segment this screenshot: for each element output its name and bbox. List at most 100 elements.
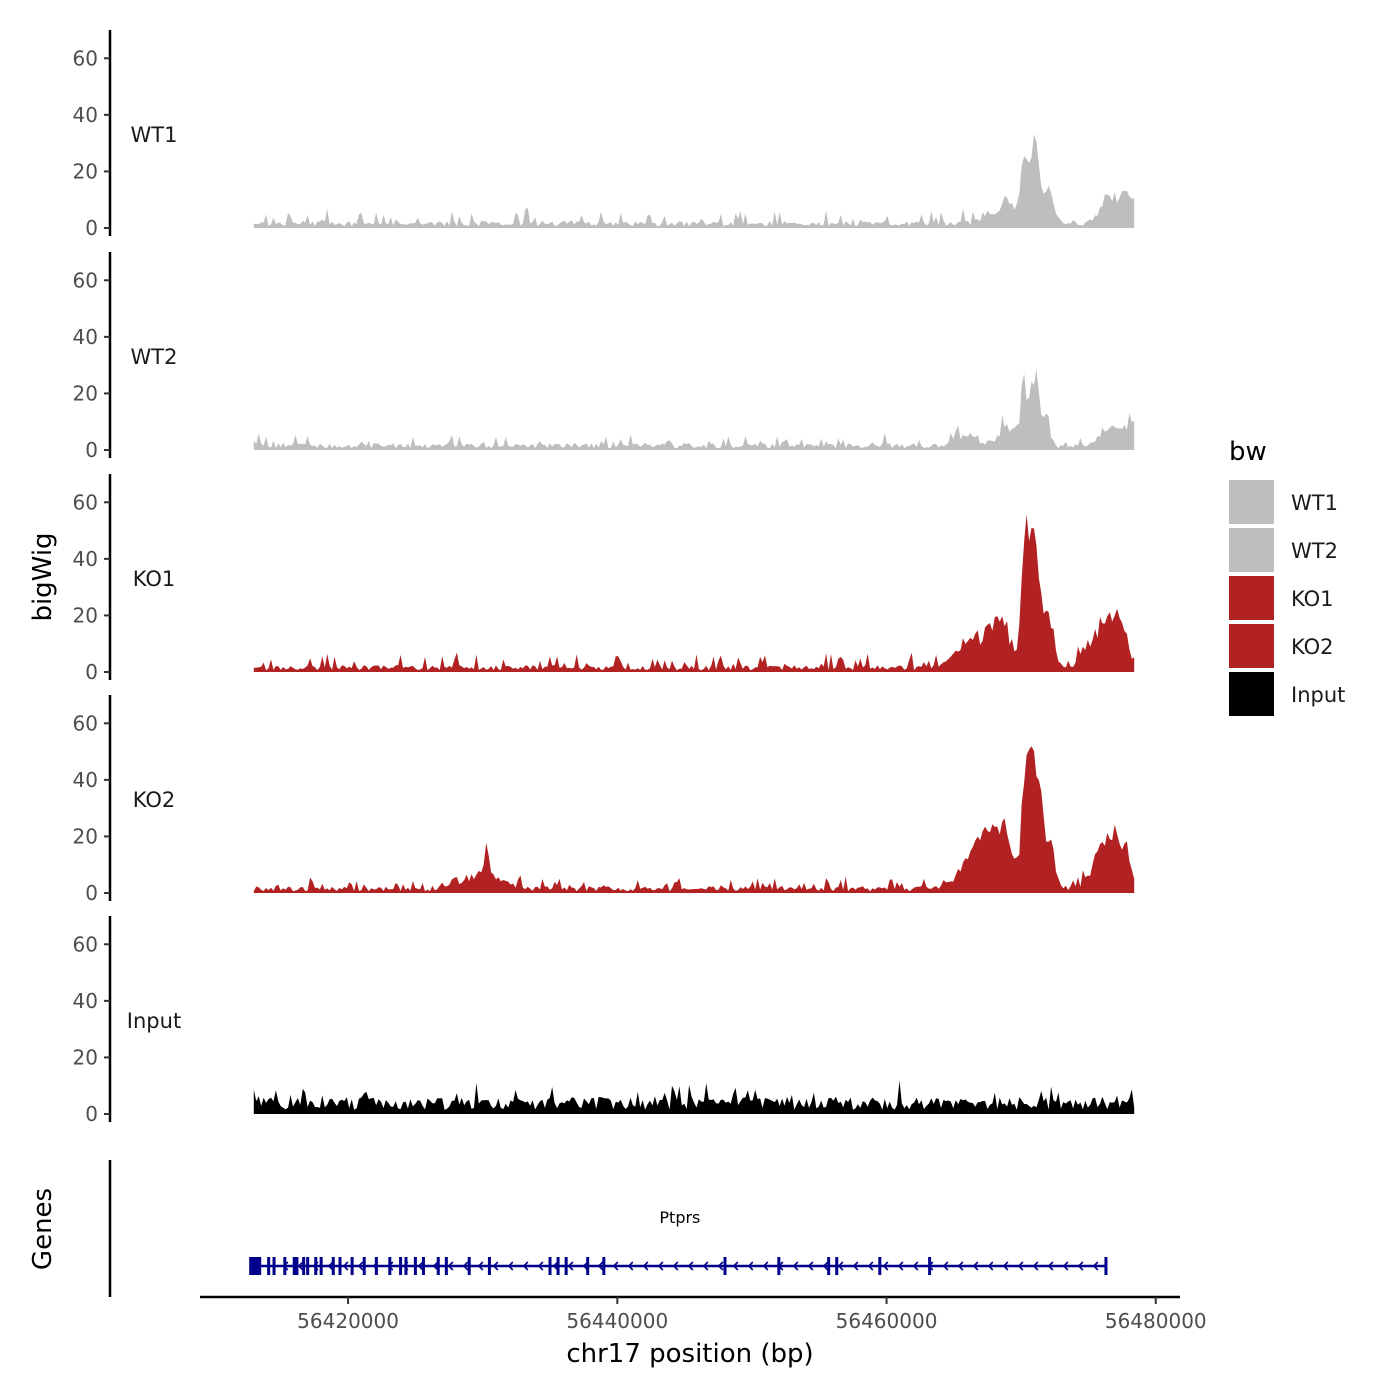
strand-arrow xyxy=(507,1261,514,1271)
strand-arrow xyxy=(882,1261,889,1271)
y-tick-label-ko1-40: 40 xyxy=(73,547,98,571)
strand-arrow xyxy=(747,1261,754,1271)
y-tick-label-ko2-0: 0 xyxy=(85,881,98,905)
coverage-area-ko2 xyxy=(253,746,1135,893)
exon-16 xyxy=(374,1257,378,1275)
exon-2 xyxy=(257,1257,261,1275)
strand-arrow xyxy=(477,1261,484,1271)
strand-arrow xyxy=(612,1261,619,1271)
strand-arrow xyxy=(1032,1261,1039,1271)
coverage-area-wt2 xyxy=(253,369,1135,450)
legend-label-ko2: KO2 xyxy=(1291,635,1334,659)
y-axis-title: bigWig xyxy=(28,532,58,621)
strand-arrow xyxy=(642,1261,649,1271)
gene-label-ptprs: Ptprs xyxy=(659,1208,700,1227)
strand-arrow xyxy=(447,1261,454,1271)
exon-33 xyxy=(827,1257,831,1275)
strand-arrow xyxy=(762,1261,769,1271)
legend-label-wt1: WT1 xyxy=(1291,491,1338,515)
y-tick-label-wt1-20: 20 xyxy=(73,159,98,183)
legend: WT1 WT2 KO1 KO2 Input xyxy=(1229,480,1345,716)
exon-27 xyxy=(556,1257,560,1275)
track-label-wt1: WT1 xyxy=(131,123,178,147)
gene-ptprs: Ptprs xyxy=(249,1208,1108,1275)
coverage-area-wt1 xyxy=(253,134,1135,228)
strand-arrow xyxy=(1062,1261,1069,1271)
y-tick-label-ko2-60: 60 xyxy=(73,711,98,735)
strand-arrow xyxy=(942,1261,949,1271)
y-tick-label-ko2-40: 40 xyxy=(73,768,98,792)
strand-arrow xyxy=(672,1261,679,1271)
strand-arrow xyxy=(597,1261,604,1271)
strand-arrow xyxy=(717,1261,724,1271)
exon-34 xyxy=(835,1257,839,1275)
genes-axis-title: Genes xyxy=(28,1188,58,1270)
exon-24 xyxy=(467,1257,471,1275)
y-tick-label-ko1-0: 0 xyxy=(85,660,98,684)
strand-arrow xyxy=(987,1261,994,1271)
strand-arrow xyxy=(792,1261,799,1271)
strand-arrow xyxy=(462,1261,469,1271)
exon-22 xyxy=(436,1257,440,1275)
exon-5 xyxy=(283,1257,287,1275)
strand-arrow xyxy=(957,1261,964,1271)
exon-25 xyxy=(487,1257,491,1275)
strand-arrow xyxy=(552,1261,559,1271)
exon-9 xyxy=(306,1257,310,1275)
y-tick-label-ko1-20: 20 xyxy=(73,603,98,627)
y-tick-label-input-0: 0 xyxy=(85,1102,98,1126)
strand-arrow xyxy=(912,1261,919,1271)
exon-37 xyxy=(1104,1257,1108,1275)
exon-14 xyxy=(350,1257,354,1275)
exon-30 xyxy=(602,1257,606,1275)
strand-arrow xyxy=(837,1261,844,1271)
coverage-area-input xyxy=(253,1080,1135,1114)
legend-label-ko1: KO1 xyxy=(1291,587,1334,611)
exon-3 xyxy=(267,1257,271,1275)
legend-key-input xyxy=(1229,672,1274,716)
x-tick-label-56440000: 56440000 xyxy=(566,1309,668,1333)
strand-arrow xyxy=(1002,1261,1009,1271)
exon-29 xyxy=(586,1257,590,1275)
strand-arrow xyxy=(537,1261,544,1271)
strand-arrow xyxy=(297,1261,304,1271)
strand-arrow xyxy=(732,1261,739,1271)
exon-12 xyxy=(331,1257,335,1275)
strand-arrow xyxy=(657,1261,664,1271)
track-label-ko2: KO2 xyxy=(133,788,176,812)
exon-35 xyxy=(878,1257,882,1275)
legend-key-wt1 xyxy=(1229,480,1274,524)
exon-20 xyxy=(413,1257,417,1275)
y-tick-label-wt2-60: 60 xyxy=(73,268,98,292)
strand-arrow xyxy=(327,1261,334,1271)
legend-title: bw xyxy=(1229,437,1267,467)
exon-26 xyxy=(548,1257,552,1275)
exon-21 xyxy=(421,1257,425,1275)
exon-23 xyxy=(444,1257,448,1275)
track-wt1: 0 20 40 60 WT1 xyxy=(73,30,1135,240)
strand-arrow xyxy=(432,1261,439,1271)
strand-arrow xyxy=(897,1261,904,1271)
track-input: 0 20 40 60 Input xyxy=(73,916,1135,1126)
exon-6 xyxy=(292,1257,296,1275)
strand-arrow xyxy=(972,1261,979,1271)
exon-10 xyxy=(314,1257,318,1275)
strand-arrow xyxy=(822,1261,829,1271)
exon-18 xyxy=(399,1257,403,1275)
exon-28 xyxy=(564,1257,568,1275)
bigwig-tracks: 0 20 40 60 WT1 0 20 40 60 WT2 0 20 40 60 KO1 0 20 40 60 KO2… xyxy=(73,30,1135,1126)
strand-arrow xyxy=(1017,1261,1024,1271)
track-wt2: 0 20 40 60 WT2 xyxy=(73,252,1135,462)
y-tick-label-wt2-20: 20 xyxy=(73,381,98,405)
exon-32 xyxy=(777,1257,781,1275)
x-axis-title: chr17 position (bp) xyxy=(566,1339,813,1369)
exon-11 xyxy=(319,1257,323,1275)
exon-4 xyxy=(272,1257,276,1275)
strand-arrow xyxy=(807,1261,814,1271)
exon-15 xyxy=(362,1257,366,1275)
exon-8 xyxy=(302,1257,306,1275)
y-tick-label-wt1-60: 60 xyxy=(73,46,98,70)
y-tick-label-wt1-0: 0 xyxy=(85,216,98,240)
legend-key-ko1 xyxy=(1229,576,1274,620)
